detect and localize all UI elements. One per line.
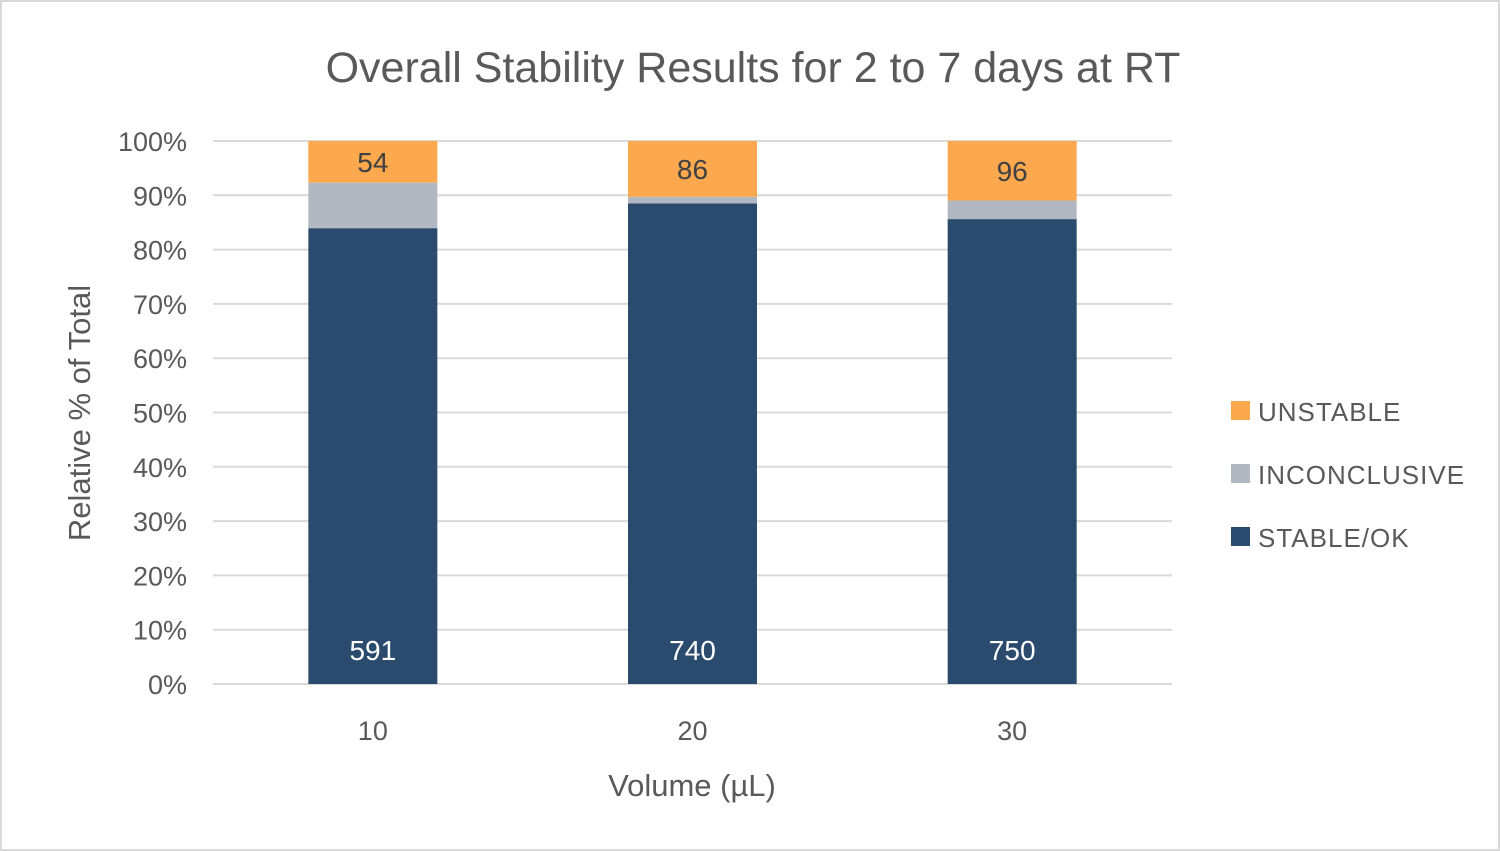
bar-segment-stable-ok bbox=[628, 203, 757, 684]
data-label-unstable: 96 bbox=[997, 156, 1028, 187]
chart-title: Overall Stability Results for 2 to 7 day… bbox=[326, 44, 1181, 92]
y-tick-label: 30% bbox=[133, 507, 187, 537]
legend-swatch-unstable bbox=[1231, 401, 1250, 420]
bar-segment-inconclusive bbox=[628, 196, 757, 204]
y-tick-label: 90% bbox=[133, 181, 187, 211]
bar-segment-unstable bbox=[308, 141, 438, 183]
bar-segment-stable-ok bbox=[947, 219, 1077, 685]
data-label-stable-ok: 750 bbox=[989, 635, 1036, 666]
bar-segment-inconclusive bbox=[308, 182, 438, 229]
data-label-stable-ok: 591 bbox=[349, 635, 396, 666]
x-tick-label: 30 bbox=[997, 716, 1027, 746]
y-tick-label: 50% bbox=[133, 399, 187, 429]
bars bbox=[308, 141, 1077, 685]
x-axis-title: Volume (µL) bbox=[608, 768, 776, 803]
x-axis-ticks: 10 20 30 bbox=[358, 716, 1027, 746]
data-label-unstable: 54 bbox=[357, 147, 388, 178]
y-tick-label: 70% bbox=[133, 290, 187, 320]
data-label-unstable: 86 bbox=[677, 154, 708, 185]
y-tick-label: 60% bbox=[133, 344, 187, 374]
y-tick-label: 10% bbox=[133, 616, 187, 646]
legend-label-unstable: UNSTABLE bbox=[1258, 397, 1401, 427]
y-tick-label: 0% bbox=[148, 670, 187, 700]
legend-label-inconclusive: INCONCLUSIVE bbox=[1258, 460, 1465, 490]
y-tick-label: 80% bbox=[133, 236, 187, 266]
legend-swatch-stable-ok bbox=[1231, 527, 1250, 546]
bar-segment-unstable bbox=[947, 141, 1077, 201]
data-labels: 591 54 740 86 750 96 bbox=[349, 147, 1035, 666]
bar-segment-unstable bbox=[628, 141, 757, 197]
legend-swatch-inconclusive bbox=[1231, 464, 1250, 483]
legend-label-stable-ok: STABLE/OK bbox=[1258, 523, 1410, 553]
y-axis-ticks: 0% 10% 20% 30% 40% 50% 60% 70% 80% 90% 100% bbox=[118, 127, 187, 700]
data-label-stable-ok: 740 bbox=[669, 635, 716, 666]
y-tick-label: 20% bbox=[133, 561, 187, 591]
x-tick-label: 10 bbox=[358, 716, 388, 746]
bar-segment-stable-ok bbox=[308, 228, 438, 685]
y-tick-label: 100% bbox=[118, 127, 187, 157]
y-axis-title: Relative % of Total bbox=[62, 285, 97, 541]
bar-segment-inconclusive bbox=[947, 200, 1077, 220]
x-tick-label: 20 bbox=[677, 716, 707, 746]
y-tick-label: 40% bbox=[133, 453, 187, 483]
legend: UNSTABLE INCONCLUSIVE STABLE/OK bbox=[1231, 397, 1465, 553]
